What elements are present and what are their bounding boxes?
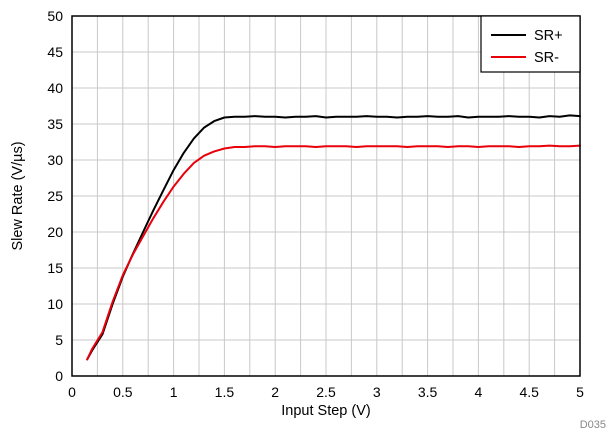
y-axis-label: Slew Rate (V/µs) — [10, 141, 26, 250]
x-tick-label: 2.5 — [316, 384, 336, 400]
x-tick-label: 1 — [170, 384, 178, 400]
y-tick-label: 0 — [55, 368, 63, 384]
y-tick-label: 40 — [47, 80, 63, 96]
x-tick-label: 2 — [271, 384, 279, 400]
x-tick-label: 4.5 — [519, 384, 539, 400]
y-tick-label: 50 — [47, 8, 63, 24]
x-tick-label: 0.5 — [113, 384, 133, 400]
x-tick-label: 3.5 — [418, 384, 438, 400]
y-tick-label: 25 — [47, 188, 63, 204]
x-tick-label: 0 — [68, 384, 76, 400]
y-tick-label: 15 — [47, 260, 63, 276]
x-axis-label: Input Step (V) — [281, 403, 370, 419]
x-tick-label: 1.5 — [215, 384, 235, 400]
legend-label-sr-plus: SR+ — [534, 28, 563, 44]
y-tick-label: 10 — [47, 296, 63, 312]
figure-code: D035 — [580, 419, 606, 431]
y-tick-label: 30 — [47, 152, 63, 168]
x-tick-label: 5 — [576, 384, 584, 400]
legend-box — [481, 16, 580, 72]
y-tick-label: 45 — [47, 44, 63, 60]
y-tick-label: 35 — [47, 116, 63, 132]
legend-label-sr-minus: SR- — [534, 50, 559, 66]
y-tick-label: 20 — [47, 224, 63, 240]
y-tick-label: 5 — [55, 332, 63, 348]
x-tick-label: 3 — [373, 384, 381, 400]
x-tick-label: 4 — [475, 384, 483, 400]
legend: SR+ SR- — [481, 16, 580, 72]
